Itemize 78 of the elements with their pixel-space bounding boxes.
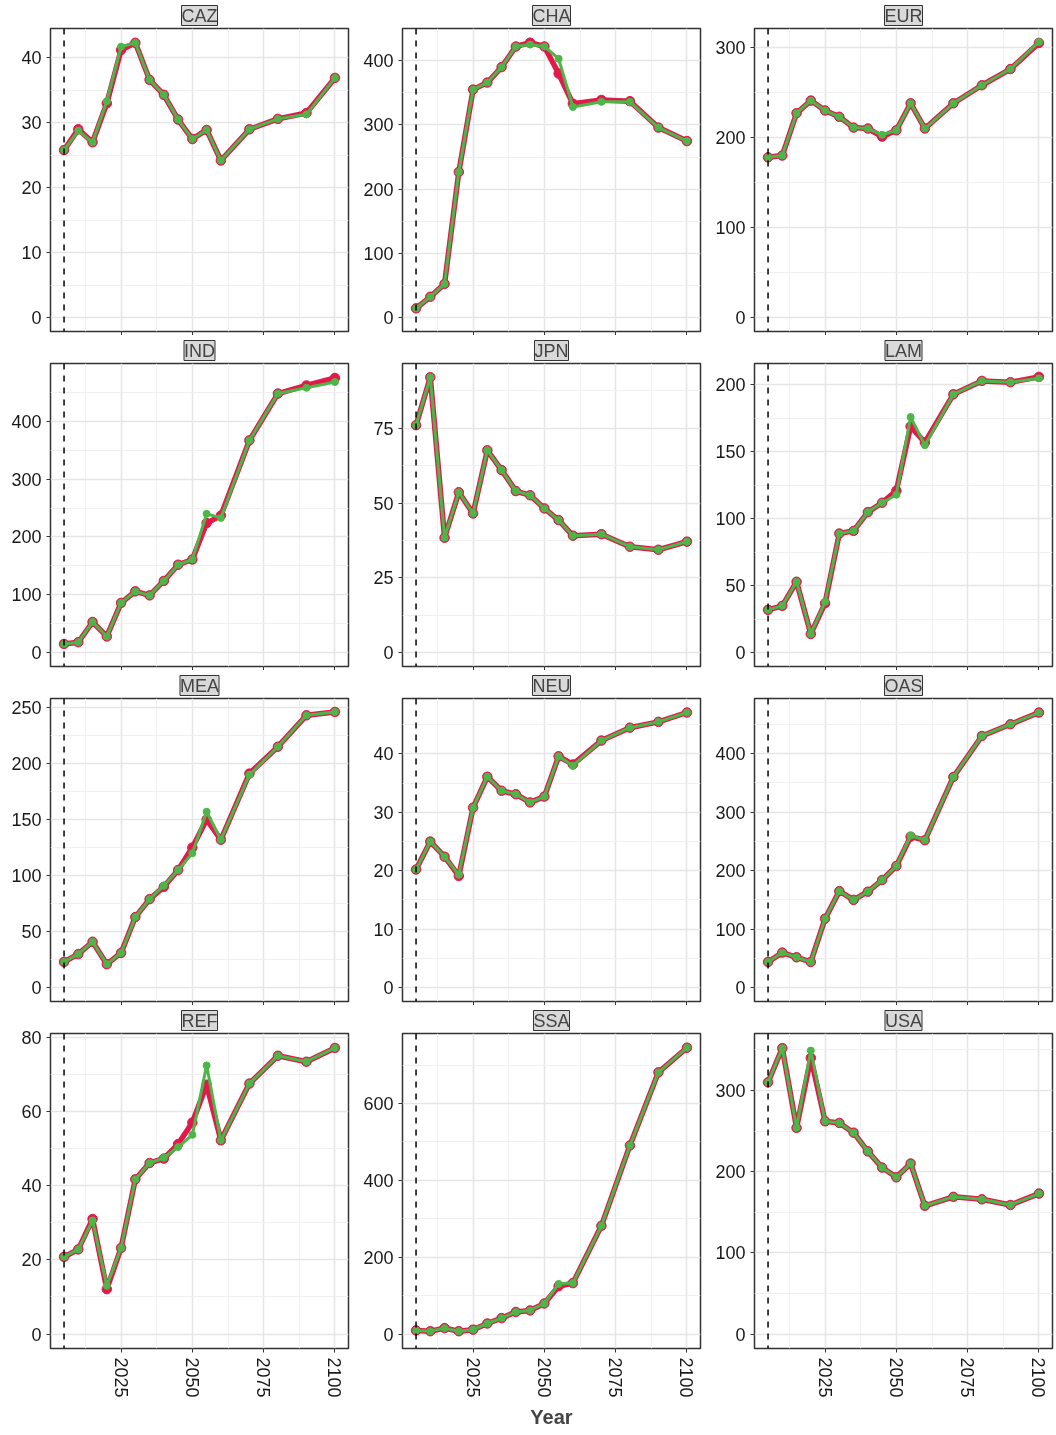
y-tick-label: 200 xyxy=(363,1247,394,1268)
x-tick-label: 2025 xyxy=(110,1357,131,1398)
y-tick-label: 200 xyxy=(11,527,42,548)
chart-title: IND xyxy=(184,340,215,361)
y-tick-label: 0 xyxy=(735,1324,746,1345)
y-tick-label: 0 xyxy=(735,978,746,999)
y-tick-label: 0 xyxy=(383,308,394,329)
y-tick-label: 10 xyxy=(21,243,42,264)
chart-title: OAS xyxy=(884,675,923,696)
y-tick-label: 80 xyxy=(21,1027,42,1048)
y-tick-label: 250 xyxy=(11,697,42,718)
y-tick-label: 30 xyxy=(21,113,42,134)
y-tick-label: 0 xyxy=(383,643,394,664)
y-tick-label: 100 xyxy=(363,244,394,265)
x-axis-title: Year xyxy=(530,1405,573,1428)
y-tick-label: 400 xyxy=(715,744,746,765)
y-tick-label: 100 xyxy=(11,866,42,887)
y-tick-label: 0 xyxy=(31,978,42,999)
y-tick-label: 200 xyxy=(715,861,746,882)
y-tick-label: 200 xyxy=(715,1162,746,1183)
y-tick-label: 200 xyxy=(11,754,42,775)
y-tick-label: 300 xyxy=(363,115,394,136)
y-tick-label: 0 xyxy=(735,643,746,664)
y-tick-label: 100 xyxy=(715,509,746,530)
chart-title: NEU xyxy=(532,675,571,696)
x-tick-label: 2100 xyxy=(324,1357,345,1398)
y-tick-label: 50 xyxy=(21,922,42,943)
x-tick-label: 2050 xyxy=(885,1357,906,1398)
y-tick-label: 25 xyxy=(373,568,394,589)
y-tick-label: 400 xyxy=(363,51,394,72)
y-tick-label: 30 xyxy=(373,802,394,823)
y-tick-label: 0 xyxy=(31,1324,42,1345)
y-tick-label: 100 xyxy=(715,1243,746,1264)
chart-title: CAZ xyxy=(181,5,218,26)
y-tick-label: 200 xyxy=(363,179,394,200)
y-tick-label: 0 xyxy=(31,643,42,664)
y-tick-label: 10 xyxy=(373,919,394,940)
y-tick-label: 0 xyxy=(383,1324,394,1345)
y-tick-label: 150 xyxy=(715,442,746,463)
y-tick-label: 400 xyxy=(363,1170,394,1191)
y-tick-label: 100 xyxy=(11,585,42,606)
x-tick-label: 2025 xyxy=(462,1357,483,1398)
y-tick-label: 200 xyxy=(715,128,746,149)
x-tick-label: 2075 xyxy=(605,1357,626,1398)
chart-title: LAM xyxy=(884,340,923,361)
y-tick-label: 100 xyxy=(715,919,746,940)
y-tick-label: 150 xyxy=(11,810,42,831)
y-tick-label: 20 xyxy=(21,178,42,199)
chart-title: EUR xyxy=(884,5,923,26)
y-tick-label: 400 xyxy=(11,411,42,432)
y-tick-label: 300 xyxy=(715,1080,746,1101)
x-tick-label: 2050 xyxy=(181,1357,202,1398)
y-tick-label: 60 xyxy=(21,1101,42,1122)
x-tick-label: 2075 xyxy=(253,1357,274,1398)
x-tick-label: 2050 xyxy=(533,1357,554,1398)
y-tick-label: 20 xyxy=(373,861,394,882)
y-tick-label: 100 xyxy=(715,218,746,239)
y-tick-label: 600 xyxy=(363,1094,394,1114)
y-tick-label: 300 xyxy=(11,469,42,490)
y-tick-label: 40 xyxy=(21,1176,42,1197)
y-tick-label: 75 xyxy=(373,418,394,439)
y-tick-label: 40 xyxy=(373,744,394,765)
y-tick-label: 40 xyxy=(21,48,42,69)
y-tick-label: 300 xyxy=(715,37,746,58)
y-tick-label: 20 xyxy=(21,1250,42,1271)
x-tick-label: 2075 xyxy=(957,1357,978,1398)
x-tick-label: 2100 xyxy=(1028,1357,1049,1398)
y-tick-label: 0 xyxy=(31,308,42,329)
x-tick-label: 2025 xyxy=(814,1357,835,1398)
chart-title: JPN xyxy=(534,340,569,361)
y-tick-label: 200 xyxy=(715,375,746,396)
y-tick-label: 50 xyxy=(373,493,394,514)
y-tick-label: 300 xyxy=(715,802,746,823)
y-tick-label: 50 xyxy=(725,576,746,597)
y-tick-label: 0 xyxy=(735,308,746,329)
y-tick-label: 0 xyxy=(383,977,394,998)
chart-title: REF xyxy=(181,1010,218,1031)
x-tick-label: 2100 xyxy=(676,1357,697,1398)
